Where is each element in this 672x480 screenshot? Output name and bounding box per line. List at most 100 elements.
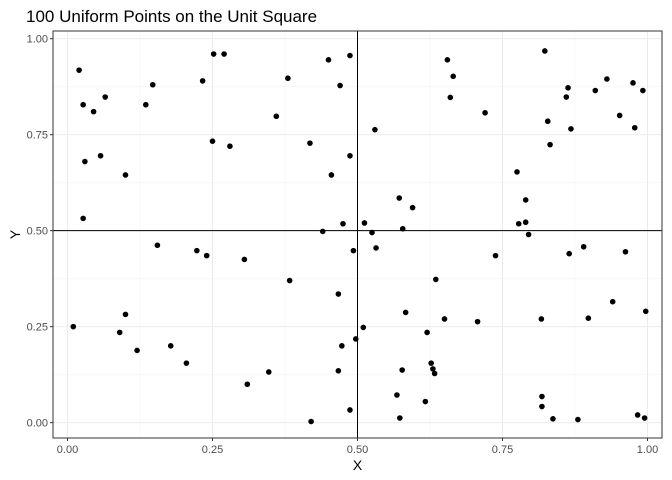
data-point [609,298,616,305]
y-axis-title: Y [7,229,23,239]
x-tick-label: 0.00 [57,444,78,456]
data-point [149,81,156,88]
data-point [352,336,359,342]
data-point [347,52,353,59]
data-point [80,215,86,222]
data-point [122,172,129,178]
data-point [325,56,332,63]
data-point [585,315,592,322]
chart-title: 100 Uniform Points on the Unit Square [26,7,317,26]
data-point [347,407,353,413]
data-point [622,248,629,255]
data-point [430,366,436,372]
data-point [450,73,457,80]
data-point [424,329,430,336]
data-point [433,276,439,283]
data-point [183,360,190,366]
data-point [143,101,149,108]
data-point [514,169,520,175]
data-point [154,242,161,249]
data-point [542,48,548,54]
data-point [422,398,429,405]
data-point [539,393,545,400]
data-point [347,152,353,159]
x-tick-label: 0.25 [202,444,223,456]
data-point [522,219,529,226]
data-point [634,412,641,418]
data-point [550,416,556,422]
data-point [339,343,345,349]
data-point [285,75,291,82]
data-point [544,118,551,125]
data-point [221,51,227,57]
data-point [640,87,646,94]
x-tick-label: 0.50 [347,444,368,456]
data-point [203,252,210,259]
axes: 0.00 0.25 0.50 0.75 1.00 0.00 0.25 0.50 0.75 1.00 [27,34,659,456]
data-point [241,256,248,263]
data-point [307,140,313,146]
data-point [565,85,571,91]
data-point [82,158,88,165]
data-point [361,220,368,226]
data-point [328,172,335,178]
data-point [199,78,206,84]
y-tick-label: 0.50 [27,226,48,238]
data-point [409,204,416,211]
reference-lines [53,31,662,438]
data-point [399,367,405,373]
data-point [372,126,378,133]
y-tick-label: 0.75 [27,130,48,142]
data-point [90,108,97,115]
data-point [580,243,587,250]
data-point [538,316,545,322]
data-point [592,87,599,94]
data-point [525,231,532,238]
data-point [97,152,104,159]
data-point [642,308,649,315]
data-point [80,101,86,108]
data-point [134,347,140,354]
data-point [566,250,572,257]
data-point [286,277,293,284]
data-point [340,220,346,227]
x-tick-label: 0.75 [492,444,513,456]
data-point [122,311,129,318]
data-point [396,195,403,201]
data-point [116,329,123,336]
data-point [428,360,434,366]
data-point [394,392,400,398]
x-axis-title: X [353,457,363,473]
data-point [444,56,451,63]
data-point [631,124,638,131]
data-point [210,51,217,57]
data-point [335,368,342,374]
data-point [337,82,343,89]
data-point [308,418,314,425]
data-point [575,416,581,423]
data-point [616,112,623,119]
data-point [474,318,481,325]
data-point [373,245,379,251]
data-point [273,113,280,120]
data-point [194,247,200,254]
data-point [539,403,545,410]
data-point [431,370,438,377]
data-point [563,94,570,100]
data-point [641,415,648,421]
data-point [515,220,522,227]
data-point [227,143,233,149]
y-tick-label: 0.25 [27,322,48,334]
data-points [70,48,649,425]
data-point [350,247,357,254]
data-point [522,197,529,203]
data-point [447,94,454,101]
data-point [265,369,272,375]
data-point [319,228,326,235]
data-point [70,323,77,330]
data-point [402,309,409,316]
data-point [630,80,636,86]
data-point [604,76,610,82]
data-point [369,229,375,236]
